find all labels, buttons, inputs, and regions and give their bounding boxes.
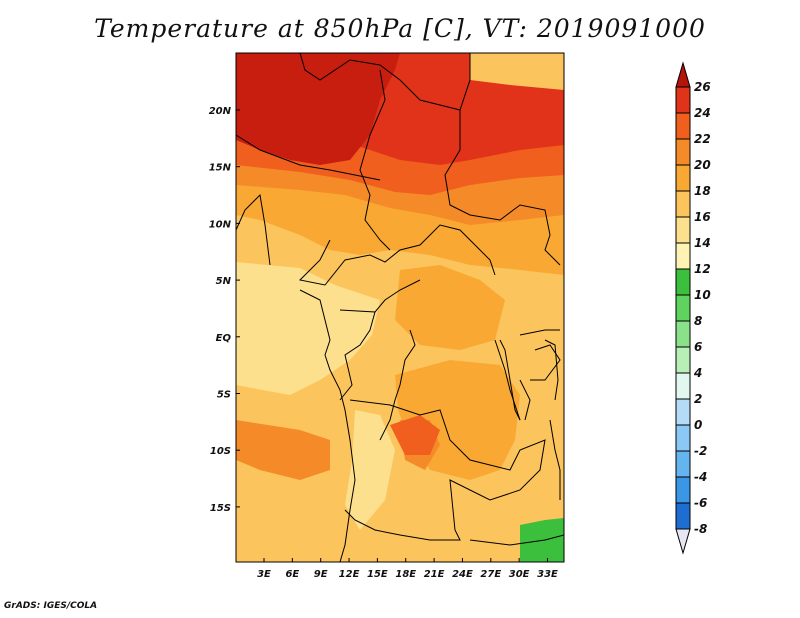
map-frame bbox=[235, 52, 565, 563]
lon-label: 15E bbox=[367, 569, 388, 580]
colorbar-box bbox=[675, 502, 691, 530]
field-14-16-south bbox=[345, 410, 395, 530]
lon-label: 12E bbox=[339, 569, 360, 580]
colorbar-box bbox=[675, 86, 691, 114]
colorbar-label: 10 bbox=[694, 288, 711, 302]
colorbar-bottom-arrow bbox=[675, 528, 691, 555]
colorbar-box bbox=[675, 190, 691, 218]
colorbar-label: -2 bbox=[694, 444, 707, 458]
colorbar-box bbox=[675, 346, 691, 374]
latitude-axis: 20N 15N 10N 5N EQ 5S 10S 15S bbox=[209, 106, 240, 514]
lon-label: 18E bbox=[395, 569, 416, 580]
lon-label: 30E bbox=[509, 569, 530, 580]
lon-label: 24E bbox=[452, 569, 473, 580]
longitude-axis: 3E 6E 9E 12E 15E 18E 21E 24E 27E 30E 33E bbox=[257, 558, 558, 580]
lat-label: 20N bbox=[209, 106, 232, 117]
colorbar-label: -8 bbox=[694, 522, 707, 536]
colorbar-label: 18 bbox=[694, 184, 711, 198]
country-borders bbox=[236, 53, 564, 562]
colorbar-label: 6 bbox=[694, 340, 702, 354]
colorbar-label: 2 bbox=[694, 392, 702, 406]
coastline bbox=[236, 193, 561, 562]
lon-label: 9E bbox=[314, 569, 328, 580]
colorbar-box bbox=[675, 268, 691, 296]
colorbar-label: 14 bbox=[694, 236, 711, 250]
field-18-20-north bbox=[236, 180, 564, 275]
colorbar-label: -6 bbox=[694, 496, 707, 510]
lon-label: 3E bbox=[257, 569, 271, 580]
colorbar-label: 26 bbox=[694, 80, 711, 94]
colorbar-box bbox=[675, 320, 691, 348]
colorbar-label: -4 bbox=[694, 470, 707, 484]
colorbar-label: 8 bbox=[694, 314, 702, 328]
temperature-field bbox=[236, 53, 564, 562]
field-20-22-south bbox=[236, 420, 440, 480]
lat-label: 15N bbox=[209, 163, 232, 174]
colorbar-box bbox=[675, 216, 691, 244]
lat-label: EQ bbox=[216, 333, 232, 344]
colorbar-label: 24 bbox=[694, 106, 711, 120]
chart-title: Temperature at 850hPa [C], VT: 201909100… bbox=[94, 14, 706, 43]
lat-label: 10S bbox=[210, 446, 231, 457]
lat-label: 5N bbox=[216, 276, 232, 287]
lat-label: 15S bbox=[210, 503, 231, 514]
colorbar-box bbox=[675, 450, 691, 478]
colorbar-label: 12 bbox=[694, 262, 711, 276]
lat-label: 5S bbox=[217, 390, 231, 401]
field-above-26 bbox=[236, 53, 400, 165]
colorbar-label: 0 bbox=[694, 418, 702, 432]
lon-label: 27E bbox=[480, 569, 501, 580]
colorbar-box bbox=[675, 424, 691, 452]
colorbar-box bbox=[675, 476, 691, 504]
colorbar-box bbox=[675, 112, 691, 140]
credit-label: GrADS: IGES/COLA bbox=[4, 601, 98, 611]
colorbar-box bbox=[675, 242, 691, 270]
field-22-24-south bbox=[390, 415, 440, 455]
lon-label: 33E bbox=[537, 569, 558, 580]
field-14-16 bbox=[236, 262, 380, 395]
colorbar-box bbox=[675, 372, 691, 400]
colorbar-label: 22 bbox=[694, 132, 711, 146]
colorbar-label: 4 bbox=[693, 366, 702, 380]
field-18-20-central bbox=[395, 265, 505, 350]
lat-label: 10N bbox=[209, 219, 232, 230]
colorbar-label: 20 bbox=[694, 158, 711, 172]
lon-label: 21E bbox=[424, 569, 445, 580]
colorbar-label: 16 bbox=[694, 210, 711, 224]
colorbar-box bbox=[675, 138, 691, 166]
colorbar-box bbox=[675, 398, 691, 426]
border-lines bbox=[236, 53, 564, 546]
lon-label: 6E bbox=[285, 569, 299, 580]
colorbar-top-arrow bbox=[675, 61, 691, 88]
colorbar-box bbox=[675, 294, 691, 322]
colorbar-box bbox=[675, 164, 691, 192]
